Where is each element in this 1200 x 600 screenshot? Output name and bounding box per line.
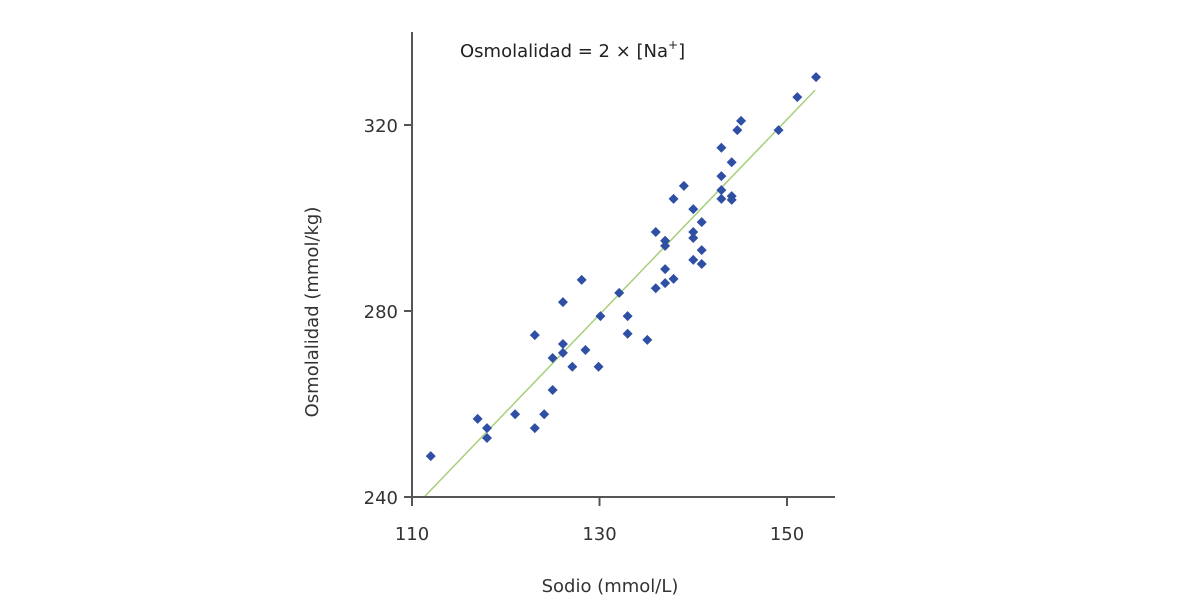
data-point xyxy=(595,311,606,322)
data-point xyxy=(529,423,540,434)
y-tick-label: 240 xyxy=(364,488,398,509)
data-point xyxy=(567,361,578,372)
data-point xyxy=(482,432,492,443)
data-point xyxy=(593,361,604,372)
data-point xyxy=(668,273,679,284)
data-point xyxy=(811,72,822,83)
data-point xyxy=(688,226,699,237)
data-point xyxy=(425,451,436,462)
data-point xyxy=(472,413,483,424)
x-axis-title: Sodio (mmol/L) xyxy=(542,576,679,597)
data-point xyxy=(547,352,558,363)
data-point xyxy=(726,157,737,168)
data-point xyxy=(660,264,671,275)
data-point xyxy=(614,287,625,298)
data-point xyxy=(622,311,633,322)
data-point xyxy=(660,240,671,251)
data-point xyxy=(482,423,492,434)
y-tick-label: 320 xyxy=(364,116,398,137)
data-point xyxy=(688,254,699,265)
chart-title-main: Osmolalidad = 2 × [Na xyxy=(460,41,668,62)
y-axis-title: Osmolalidad (mmol/kg) xyxy=(302,207,323,418)
y-tick-label: 280 xyxy=(364,302,398,323)
axes: 240 280 320 110 130 150 xyxy=(364,32,835,545)
data-point xyxy=(622,328,633,339)
data-point xyxy=(716,193,727,204)
data-point xyxy=(773,125,784,136)
data-point xyxy=(716,171,727,182)
data-point xyxy=(642,334,653,345)
data-point xyxy=(539,409,550,420)
data-point xyxy=(660,235,671,246)
data-point xyxy=(726,194,737,205)
data-point xyxy=(696,259,707,270)
data-point xyxy=(650,283,661,294)
data-point xyxy=(650,226,661,237)
data-point xyxy=(580,345,591,356)
data-point xyxy=(688,232,699,243)
data-point xyxy=(510,409,521,420)
data-point xyxy=(547,385,558,396)
data-point xyxy=(660,278,671,289)
data-point xyxy=(716,185,727,196)
data-point xyxy=(792,92,803,103)
data-point xyxy=(668,193,679,204)
data-point xyxy=(696,217,707,228)
data-point xyxy=(557,347,568,358)
data-point xyxy=(557,339,568,350)
y-ticks: 240 280 320 xyxy=(364,116,412,509)
data-point xyxy=(529,330,540,341)
x-tick-label: 110 xyxy=(395,524,429,545)
chart-title-close: ] xyxy=(678,41,685,62)
data-point xyxy=(736,115,747,126)
x-tick-label: 150 xyxy=(770,524,804,545)
data-point xyxy=(688,204,699,215)
x-ticks: 110 130 150 xyxy=(395,497,804,545)
data-point xyxy=(732,125,743,136)
data-point xyxy=(557,297,568,308)
data-point xyxy=(716,142,727,153)
data-point xyxy=(696,245,707,256)
plot-area xyxy=(423,72,822,498)
data-point xyxy=(576,274,587,285)
data-point xyxy=(678,180,689,191)
chart-title: Osmolalidad = 2 × [Na+] xyxy=(460,38,685,62)
chart-title-sup: + xyxy=(668,38,678,52)
x-tick-label: 130 xyxy=(582,524,616,545)
